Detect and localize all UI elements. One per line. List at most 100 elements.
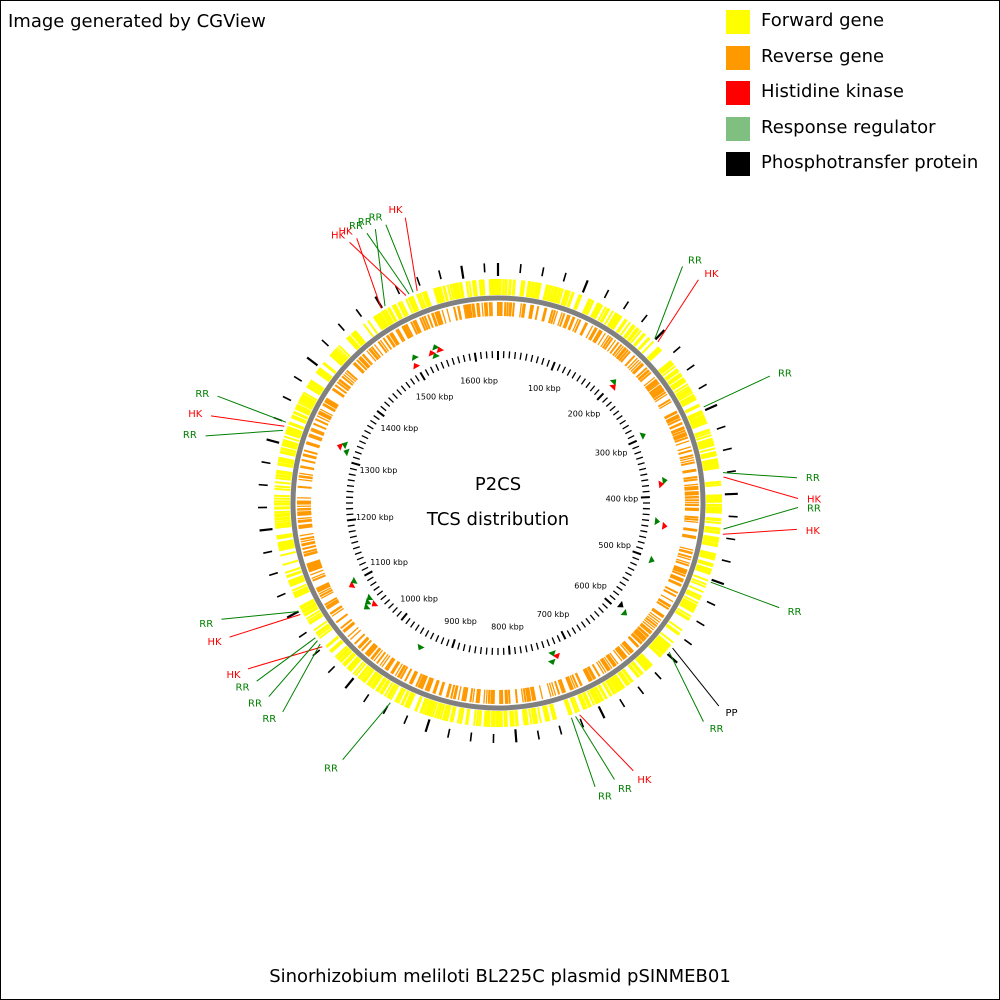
- forward-gene: [670, 377, 685, 389]
- outer-tick: [293, 375, 303, 382]
- reverse-gene: [426, 677, 434, 692]
- forward-gene: [274, 485, 291, 489]
- forward-gene: [446, 284, 453, 301]
- reverse-gene: [423, 315, 431, 330]
- inner-tick: [524, 645, 528, 653]
- reverse-gene: [551, 681, 557, 696]
- reverse-gene: [365, 643, 377, 656]
- rr-callout-line: [703, 375, 771, 408]
- inner-tick: [485, 351, 488, 359]
- forward-gene: [695, 566, 712, 574]
- forward-gene: [705, 510, 722, 514]
- reverse-gene: [362, 353, 373, 365]
- forward-gene: [405, 298, 414, 314]
- reverse-gene: [660, 594, 674, 603]
- inner-tick: [351, 540, 359, 544]
- inner-tick: [550, 361, 556, 371]
- forward-gene: [347, 656, 360, 671]
- forward-gene: [591, 303, 601, 319]
- forward-gene: [410, 296, 419, 312]
- forward-gene: [532, 707, 539, 724]
- reverse-gene: [395, 329, 404, 343]
- forward-gene: [511, 279, 516, 296]
- reverse-gene: [504, 689, 508, 704]
- inner-tick: [636, 546, 644, 550]
- forward-gene: [329, 640, 344, 654]
- center-title-line-1: P2CS: [475, 474, 521, 495]
- reverse-gene: [361, 354, 373, 366]
- reverse-gene: [683, 475, 698, 480]
- reverse-gene: [466, 304, 471, 319]
- forward-gene: [274, 494, 291, 498]
- reverse-gene: [489, 302, 492, 317]
- inner-tick: [348, 529, 356, 533]
- reverse-gene: [312, 574, 326, 582]
- reverse-gene: [472, 688, 476, 703]
- reverse-gene: [645, 379, 658, 390]
- forward-gene: [397, 688, 407, 704]
- forward-gene: [296, 403, 312, 413]
- forward-gene: [478, 279, 483, 296]
- reverse-gene: [385, 335, 395, 348]
- tick-label: 900 kbp: [444, 617, 477, 626]
- forward-gene: [577, 694, 586, 711]
- reverse-gene: [645, 616, 658, 628]
- outer-tick: [438, 270, 442, 280]
- forward-gene: [651, 641, 666, 655]
- inner-tick: [457, 642, 461, 650]
- forward-gene: [695, 434, 712, 441]
- inner-tick: [373, 585, 380, 591]
- forward-gene: [600, 308, 611, 324]
- forward-gene: [388, 306, 398, 322]
- reverse-gene: [437, 310, 444, 325]
- forward-gene: [277, 463, 294, 469]
- inner-tick: [519, 646, 522, 654]
- inner-tick: [440, 361, 445, 369]
- forward-gene: [419, 292, 427, 309]
- inner-tick: [507, 645, 511, 655]
- reverse-gene: [458, 305, 463, 320]
- inner-tick: [551, 637, 556, 645]
- hk-callout-label: HK: [331, 230, 346, 241]
- reverse-gene: [651, 608, 664, 619]
- reverse-gene: [403, 324, 412, 338]
- forward-gene: [703, 465, 720, 472]
- inner-tick: [359, 561, 366, 566]
- reverse-gene: [478, 689, 481, 704]
- reverse-gene: [366, 644, 378, 657]
- forward-gene: [694, 568, 711, 576]
- reverse-gene: [667, 418, 682, 426]
- reverse-gene: [606, 654, 616, 667]
- inner-tick: [616, 415, 623, 421]
- tick-label: 1400 kbp: [381, 424, 419, 433]
- reverse-gene: [340, 618, 353, 630]
- reverse-gene: [318, 587, 332, 595]
- inner-tick: [513, 646, 517, 655]
- reverse-gene: [483, 689, 486, 704]
- outer-tick: [654, 329, 666, 341]
- inner-tick: [639, 467, 647, 471]
- outer-tick: [597, 705, 606, 719]
- forward-gene: [284, 566, 301, 574]
- reverse-gene: [609, 341, 620, 355]
- reverse-gene: [301, 540, 316, 545]
- reverse-gene: [300, 535, 315, 541]
- inner-tick: [400, 385, 407, 392]
- forward-gene: [361, 668, 374, 683]
- outer-tick: [536, 730, 540, 740]
- inner-tick: [639, 535, 647, 539]
- reverse-gene: [410, 671, 419, 685]
- reverse-gene: [673, 432, 688, 440]
- forward-gene: [569, 697, 579, 714]
- reverse-gene: [530, 686, 535, 701]
- forward-gene: [528, 708, 533, 725]
- reverse-gene: [304, 551, 318, 557]
- rr-callout-label: RR: [199, 619, 213, 630]
- reverse-gene: [558, 312, 566, 327]
- reverse-gene: [379, 339, 390, 352]
- hk-callout-label: HK: [806, 526, 821, 537]
- inner-tick: [541, 357, 545, 365]
- inner-tick: [414, 375, 420, 382]
- inner-tick: [384, 598, 391, 605]
- reverse-gene: [306, 560, 321, 567]
